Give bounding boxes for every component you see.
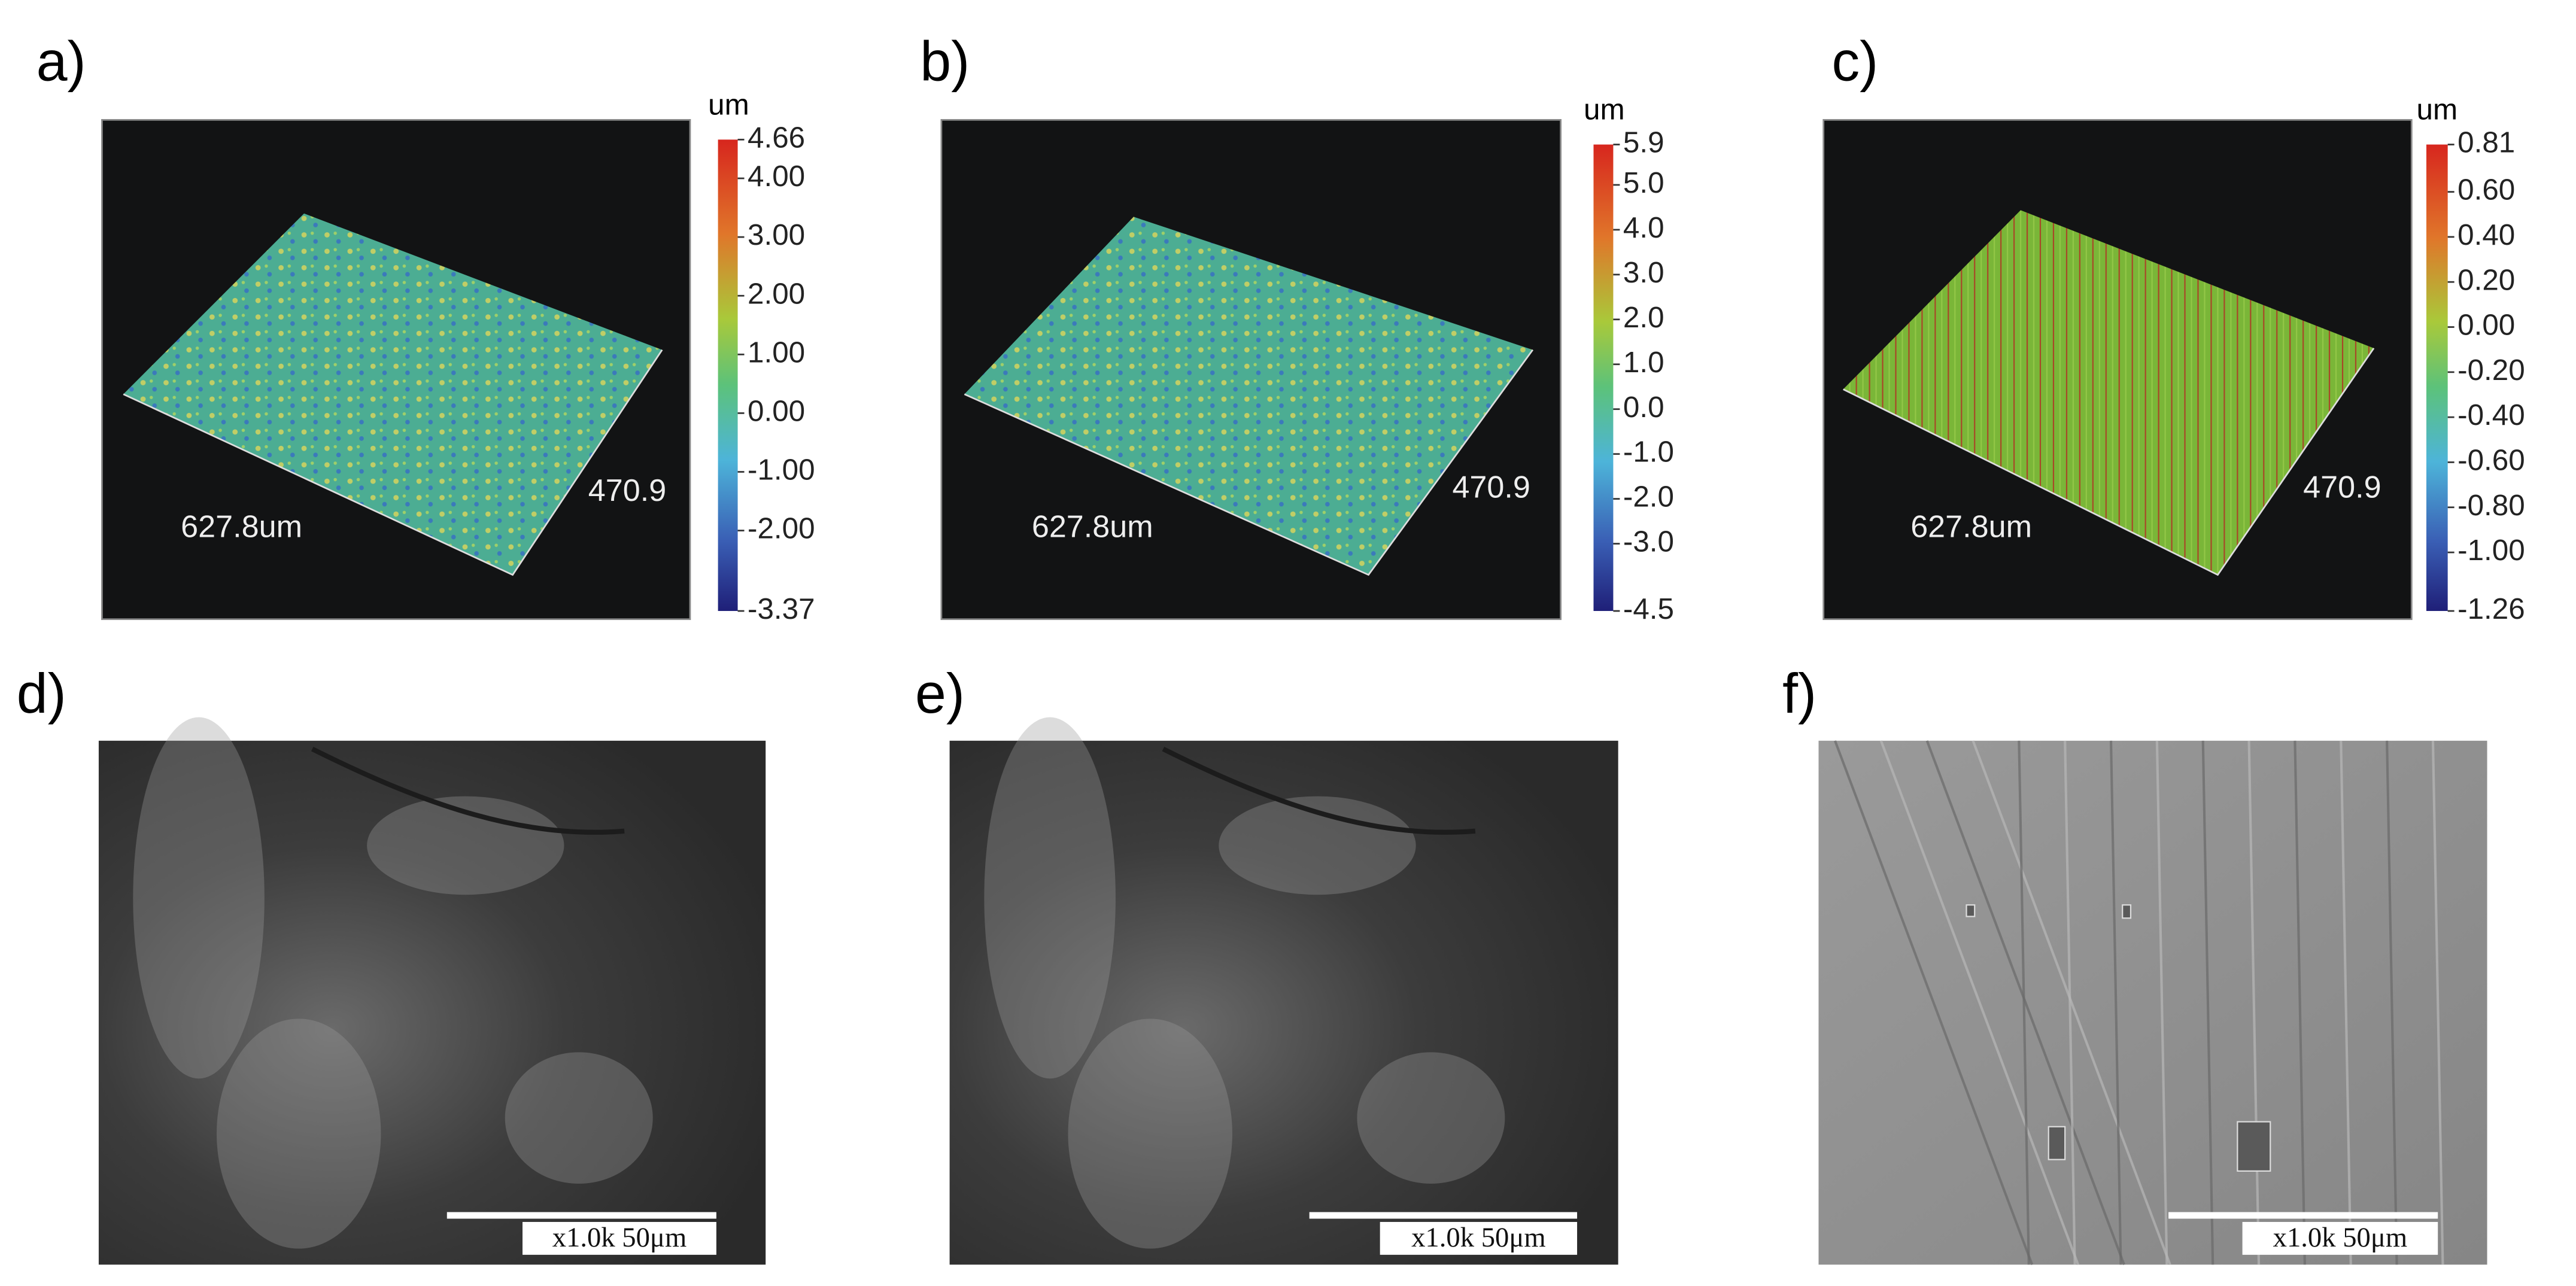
sem-feature (1357, 1052, 1505, 1184)
colorbar-label: 4.0 (1623, 211, 1664, 244)
y-dimension: 470.9 (2303, 470, 2381, 505)
colorbar-label: 0.0 (1623, 391, 1664, 424)
colorbar-label: -2.00 (748, 512, 815, 545)
x-dimension: 627.8um (1032, 510, 1153, 545)
colorbar-label: 2.00 (748, 277, 805, 310)
sem-streak (2386, 740, 2398, 1265)
sem-streak (2018, 740, 2030, 1265)
sem-particle (2122, 904, 2132, 919)
colorbar-label: 5.0 (1623, 166, 1664, 199)
colorbar-label: 0.40 (2457, 218, 2515, 251)
colorbar-label: -0.40 (2457, 399, 2525, 431)
colorbar-label: 5.9 (1623, 126, 1664, 159)
colorbar-label: 0.20 (2457, 263, 2515, 296)
sem-particle (2048, 1126, 2066, 1160)
colorbar-label: -1.00 (2457, 534, 2525, 567)
scale-bar-box (2242, 1221, 2438, 1255)
colorbar-label: 0.60 (2457, 174, 2515, 206)
sem-feature (505, 1052, 653, 1184)
colorbar-label: -4.5 (1623, 592, 1674, 625)
panel-label: c) (1831, 30, 1878, 92)
x-dimension: 627.8um (1910, 510, 2032, 545)
sem-image (98, 740, 766, 1265)
colorbar-label: -0.60 (2457, 444, 2525, 477)
surface (123, 213, 663, 575)
surface-edge (1843, 348, 2375, 576)
colorbar-unit: um (1584, 93, 1625, 126)
surface (1843, 210, 2374, 575)
sem-streak (1925, 740, 2125, 1266)
colorbar-label: 1.0 (1623, 346, 1664, 379)
sem-image (1818, 740, 2487, 1265)
sem-feature (1068, 1019, 1232, 1249)
sem-streak (2294, 740, 2306, 1265)
panel-label: d) (17, 662, 66, 725)
sem-feature (1162, 746, 1476, 835)
sem-streak (1834, 740, 2034, 1266)
x-dimension: 627.8um (181, 510, 302, 545)
colorbar (1593, 144, 1614, 611)
sem-streak (2155, 740, 2168, 1265)
colorbar-label: 1.00 (748, 336, 805, 369)
sem-streak (2064, 740, 2076, 1265)
scale-bar-label: x1.0k 50μm (1411, 1222, 1546, 1253)
colorbar-label: 0.00 (748, 394, 805, 427)
surface-edge (123, 349, 663, 576)
sem-particle (1966, 904, 1976, 917)
sem-streak (2431, 740, 2444, 1265)
colorbar-unit: um (2417, 93, 2458, 126)
sem-streak (2201, 740, 2214, 1265)
colorbar-label: -3.37 (748, 592, 815, 625)
sem-streak (1972, 740, 2171, 1266)
sem-feature (133, 717, 265, 1079)
y-dimension: 470.9 (588, 473, 666, 508)
colorbar-label: -1.00 (748, 454, 815, 487)
sem-streak (2247, 740, 2261, 1265)
sem-feature (311, 746, 625, 835)
sem-particle (2237, 1121, 2271, 1172)
scale-bar-box (523, 1221, 716, 1255)
colorbar-label: 0.81 (2457, 126, 2515, 159)
colorbar-label: -0.80 (2457, 489, 2525, 522)
sem-feature (984, 717, 1116, 1079)
scale-bar-box (1380, 1221, 1578, 1255)
surface-edge (964, 349, 1534, 576)
sem-image (949, 740, 1618, 1265)
colorbar-label: -0.20 (2457, 354, 2525, 387)
colorbar-label: 4.00 (748, 160, 805, 193)
colorbar-label: -1.26 (2457, 592, 2525, 625)
colorbar-label: -2.0 (1623, 481, 1674, 513)
panel-label: f) (1782, 662, 1816, 725)
sem-feature (1219, 796, 1416, 895)
colorbar (718, 139, 738, 611)
panel-label: a) (37, 30, 86, 92)
colorbar-label: -1.0 (1623, 436, 1674, 469)
colorbar-label: 3.0 (1623, 256, 1664, 289)
colorbar-label: 4.66 (748, 121, 805, 154)
sem-feature (367, 796, 564, 895)
sem-streak (1879, 740, 2080, 1266)
colorbar-label: -3.0 (1623, 525, 1674, 558)
panel-label: e) (915, 662, 965, 725)
sem-streak (2340, 740, 2352, 1265)
colorbar-label: 0.00 (2457, 309, 2515, 342)
sem-feature (216, 1019, 381, 1249)
colorbar (2426, 144, 2448, 611)
scale-bar-label: x1.0k 50μm (552, 1222, 687, 1253)
panel-label: b) (920, 30, 970, 92)
colorbar-label: 3.00 (748, 218, 805, 251)
scale-bar-label: x1.0k 50μm (2273, 1222, 2408, 1253)
y-dimension: 470.9 (1452, 470, 1530, 505)
colorbar-label: 2.0 (1623, 301, 1664, 334)
colorbar-unit: um (708, 88, 749, 121)
sem-streak (2109, 740, 2122, 1265)
surface (964, 217, 1533, 575)
